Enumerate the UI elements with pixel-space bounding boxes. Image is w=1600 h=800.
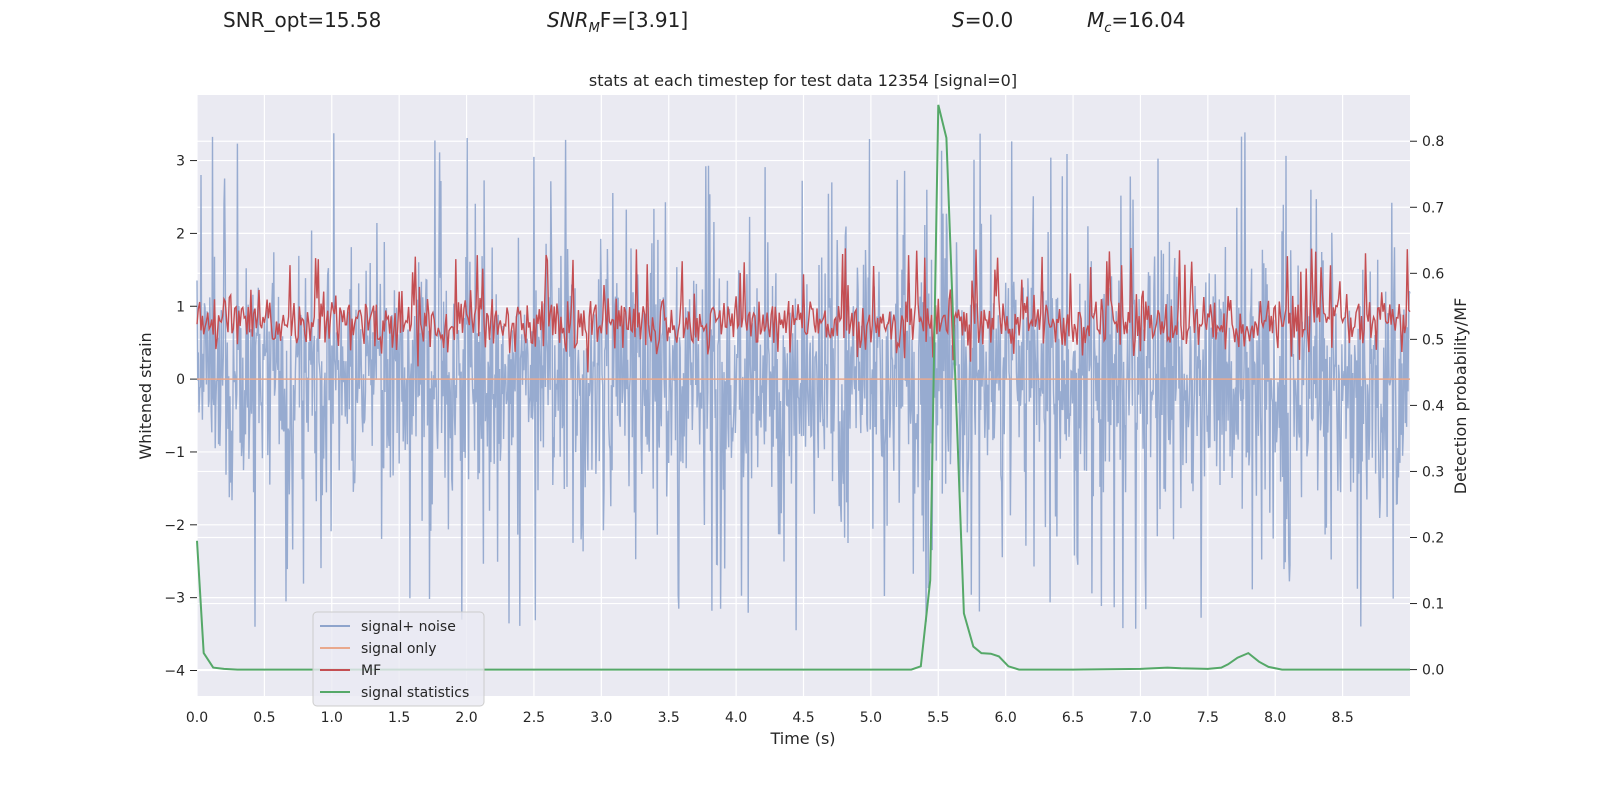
x-tick-label: 6.5 bbox=[1062, 710, 1084, 726]
s-value: =0.0 bbox=[964, 8, 1014, 32]
x-tick-label: 6.0 bbox=[995, 710, 1017, 726]
legend-box bbox=[312, 611, 485, 707]
x-tick-label: 0.0 bbox=[186, 710, 208, 726]
y-tick-label: −4 bbox=[164, 664, 185, 680]
x-tick-label: 0.5 bbox=[253, 710, 275, 726]
y2-tick-label: 0.7 bbox=[1422, 200, 1444, 216]
snr-mf-value: F=[3.91] bbox=[599, 8, 689, 32]
legend-item: signal statistics bbox=[361, 685, 469, 701]
x-tick-label: 8.0 bbox=[1264, 710, 1286, 726]
y-tick-label: 3 bbox=[176, 154, 185, 170]
x-tick-label: 4.5 bbox=[792, 710, 814, 726]
s-label: S=0.0 bbox=[952, 8, 1013, 32]
y2-tick-label: 0.4 bbox=[1422, 398, 1444, 414]
snr-mf-subscript: M bbox=[588, 21, 600, 36]
x-tick-label: 3.0 bbox=[590, 710, 612, 726]
x-tick-label: 5.5 bbox=[927, 710, 949, 726]
y-tick-label: 0 bbox=[176, 372, 185, 388]
legend-item: signal only bbox=[361, 641, 436, 657]
x-axis-ticks: 0.0 0.5 1.0 1.5 2.0 2.5 3.0 3.5 4.0 4.5 5.0 5.5 6.0 6… bbox=[186, 710, 1354, 726]
x-tick-label: 7.5 bbox=[1197, 710, 1219, 726]
y2-axis-ticks: 0.8 0.7 0.6 0.5 0.4 0.3 0.2 0.1 0.0 bbox=[1410, 134, 1444, 679]
x-tick-label: 1.0 bbox=[321, 710, 343, 726]
legend-item: signal+ noise bbox=[361, 619, 456, 635]
x-tick-label: 8.5 bbox=[1331, 710, 1353, 726]
snr-mf-symbol: SNR bbox=[547, 8, 589, 32]
x-tick-label: 3.5 bbox=[658, 710, 680, 726]
x-tick-label: 2.0 bbox=[455, 710, 477, 726]
y2-tick-label: 0.3 bbox=[1422, 464, 1444, 480]
y-axis-ticks: 3 2 1 0 −1 −2 −3 −4 bbox=[164, 154, 197, 680]
y-axis-label: Whitened strain bbox=[136, 332, 155, 459]
y2-tick-label: 0.2 bbox=[1422, 530, 1444, 546]
y-tick-label: −3 bbox=[164, 591, 185, 607]
y-tick-label: −1 bbox=[164, 445, 185, 461]
legend-item: MF bbox=[361, 663, 381, 679]
x-axis-label: Time (s) bbox=[769, 729, 835, 748]
mf-series bbox=[196, 247, 1411, 373]
legend: signal+ noise signal only MF signal statist… bbox=[312, 611, 485, 707]
y-tick-label: −2 bbox=[164, 518, 185, 534]
x-tick-label: 5.0 bbox=[860, 710, 882, 726]
mc-symbol: M bbox=[1087, 8, 1105, 32]
y2-tick-label: 0.0 bbox=[1422, 663, 1444, 679]
chart-title: stats at each timestep for test data 123… bbox=[589, 71, 1017, 90]
x-tick-label: 2.5 bbox=[523, 710, 545, 726]
y2-axis-label: Detection probability/MF bbox=[1451, 298, 1470, 495]
y2-tick-label: 0.1 bbox=[1422, 597, 1444, 613]
y-tick-label: 2 bbox=[176, 226, 185, 242]
y-tick-label: 1 bbox=[176, 299, 185, 315]
y2-tick-label: 0.5 bbox=[1422, 332, 1444, 348]
snr-mf-label: SNRMF=[3.91] bbox=[547, 8, 688, 36]
mc-label: Mc=16.04 bbox=[1087, 8, 1185, 36]
y2-tick-label: 0.6 bbox=[1422, 266, 1444, 282]
mc-subscript: c bbox=[1104, 21, 1112, 36]
y2-tick-label: 0.8 bbox=[1422, 134, 1444, 150]
signal-noise-line bbox=[196, 132, 1411, 631]
s-symbol: S bbox=[952, 8, 965, 32]
snr-opt-label: SNR_opt=15.58 bbox=[223, 8, 382, 32]
mf-line bbox=[196, 247, 1411, 373]
x-tick-label: 7.0 bbox=[1129, 710, 1151, 726]
signal-noise-series bbox=[196, 132, 1411, 631]
x-tick-label: 1.5 bbox=[388, 710, 410, 726]
mc-value: =16.04 bbox=[1111, 8, 1186, 32]
x-tick-label: 4.0 bbox=[725, 710, 747, 726]
